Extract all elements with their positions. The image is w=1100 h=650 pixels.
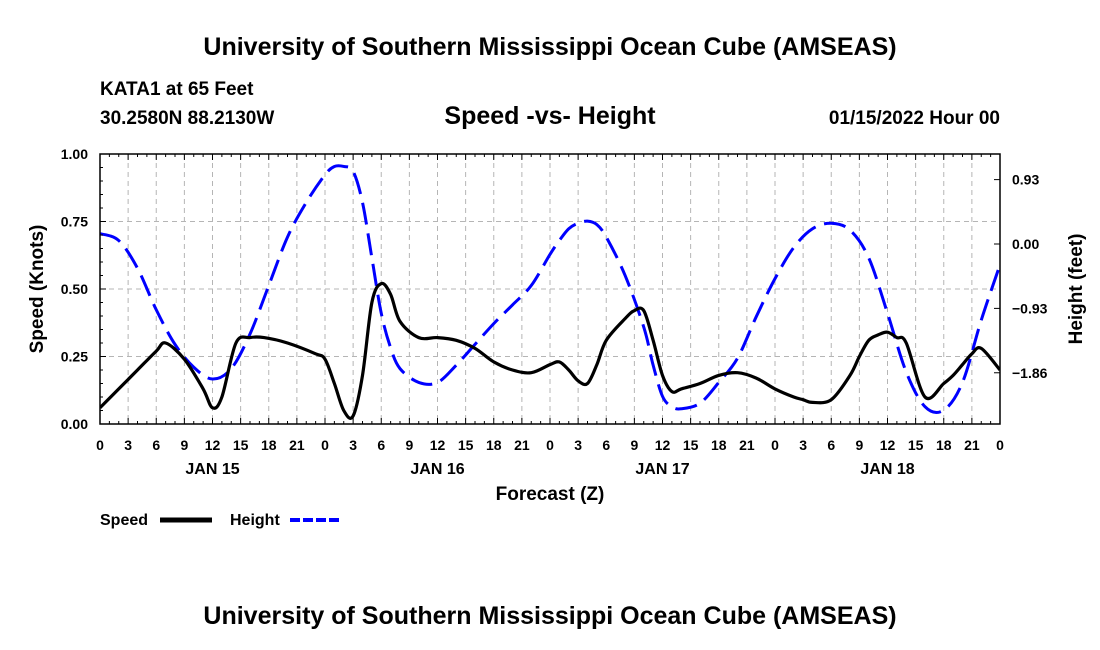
plot-area [99,153,1001,425]
x-tick-label: 12 [655,437,671,453]
station-coords: 30.2580N 88.2130W [100,108,274,129]
legend-speed-label: Speed [100,512,148,529]
y-tick-label: 0.25 [61,349,88,365]
chart-subtitle: Speed -vs- Height [444,102,656,130]
series-layer [100,164,1000,420]
x-tick-label: 0 [321,437,329,453]
station-label: KATA1 at 65 Feet [100,79,254,100]
legend-height-label: Height [230,512,280,529]
y2-tick-label: −0.93 [1012,300,1048,316]
legend: Speed Height [100,512,342,529]
y-tick-label: 0.75 [61,214,88,230]
x-tick-label: 9 [855,437,863,453]
day-label: JAN 15 [185,461,239,478]
x-tick-label: 6 [827,437,835,453]
y2-axis-title: Height (feet) [1066,234,1087,345]
x-tick-label: 15 [458,437,474,453]
x-tick-label: 9 [405,437,413,453]
x-tick-label: 21 [289,437,305,453]
y2-tick-label: 0.93 [1012,172,1039,188]
x-tick-label: 12 [880,437,896,453]
x-tick-label: 21 [514,437,530,453]
x-tick-label: 21 [739,437,755,453]
day-label: JAN 17 [635,461,689,478]
x-tick-label: 0 [996,437,1004,453]
x-tick-label: 3 [799,437,807,453]
x-tick-label: 12 [430,437,446,453]
x-tick-label: 12 [205,437,221,453]
x-tick-label: 15 [908,437,924,453]
x-tick-label: 21 [964,437,980,453]
x-tick-label: 18 [486,437,502,453]
x-tick-label: 0 [771,437,779,453]
y-axis-title: Speed (Knots) [27,225,48,354]
axis-ticks [99,153,1001,425]
x-tick-label: 3 [574,437,582,453]
y2-tick-label: 0.00 [1012,236,1039,252]
x-tick-label: 9 [180,437,188,453]
y-tick-label: 1.00 [61,146,88,162]
y2-tick-label: −1.86 [1012,365,1048,381]
footer-title: University of Southern Mississippi Ocean… [203,602,896,630]
x-tick-label: 9 [630,437,638,453]
series-line-speed [100,281,1000,420]
x-tick-label: 3 [349,437,357,453]
forecast-date: 01/15/2022 Hour 00 [829,108,1000,129]
y-tick-label: 0.50 [61,281,88,297]
x-tick-label: 18 [261,437,277,453]
x-tick-label: 18 [711,437,727,453]
x-tick-label: 0 [546,437,554,453]
day-label: JAN 18 [860,461,914,478]
x-tick-label: 15 [683,437,699,453]
x-tick-label: 18 [936,437,952,453]
y-tick-label: 0.00 [61,416,88,432]
x-tick-label: 6 [152,437,160,453]
x-tick-label: 6 [377,437,385,453]
x-tick-label: 6 [602,437,610,453]
x-axis-title: Forecast (Z) [496,484,605,505]
x-tick-label: 3 [124,437,132,453]
chart-main-title: University of Southern Mississippi Ocean… [203,33,896,61]
day-label: JAN 16 [410,461,464,478]
x-tick-label: 0 [96,437,104,453]
x-tick-label: 15 [233,437,249,453]
